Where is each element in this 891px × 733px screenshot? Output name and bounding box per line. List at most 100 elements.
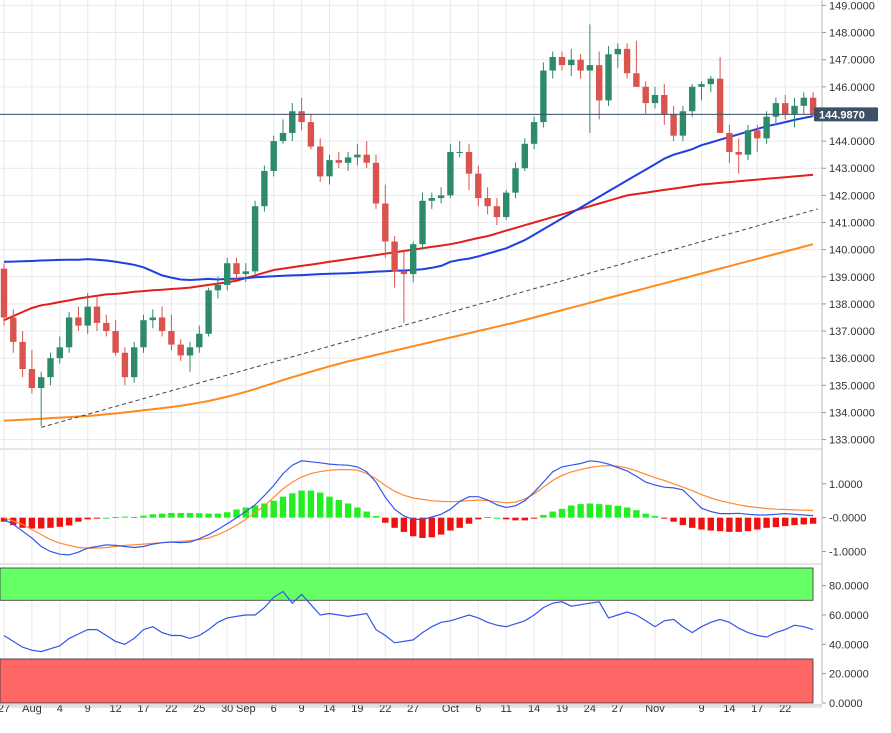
candle-down	[298, 111, 305, 123]
price-tick-label: 147.0000	[829, 55, 875, 67]
price-tick-label: 143.0000	[829, 163, 875, 175]
candle-up	[205, 290, 212, 334]
candle-up	[289, 111, 296, 133]
candle-up	[763, 116, 770, 139]
candle-down	[93, 306, 101, 323]
candle-up	[447, 151, 454, 196]
time-tick-label: 12	[109, 703, 121, 715]
rsi-tick-label: 40.0000	[829, 639, 869, 651]
candle-down	[642, 86, 649, 104]
macd-histogram-bar	[809, 517, 817, 524]
macd-histogram-bar	[140, 515, 147, 518]
macd-histogram-bar	[205, 513, 212, 518]
candle-down	[670, 113, 677, 136]
macd-tick-label: -1.0000	[829, 547, 866, 559]
time-tick-label: 14	[723, 703, 735, 715]
candle-down	[493, 206, 501, 218]
macd-panel	[0, 460, 817, 556]
candle-down	[484, 198, 491, 207]
candle-up	[549, 56, 556, 71]
candle-up	[419, 200, 426, 245]
candle-up	[772, 103, 780, 117]
macd-histogram-bar	[763, 517, 770, 528]
macd-tick-label: -0.0000	[829, 513, 866, 525]
macd-histogram-bar	[400, 517, 408, 532]
macd-histogram-bar	[56, 517, 63, 527]
candle-up	[540, 70, 547, 123]
candle-up	[140, 320, 147, 348]
macd-line	[3, 460, 814, 556]
macd-histogram-bar	[456, 517, 463, 528]
candle-down	[0, 268, 8, 318]
candle-up	[707, 78, 714, 85]
price-tick-label: 142.0000	[829, 190, 875, 202]
candle-down	[168, 331, 175, 345]
macd-histogram-bar	[623, 507, 631, 518]
candle-down	[158, 317, 166, 332]
moving-average-200-line	[3, 243, 814, 422]
price-tick-label: 136.0000	[829, 353, 875, 365]
candle-down	[382, 203, 389, 242]
time-tick-label: Aug	[22, 703, 42, 715]
time-tick-label: 9	[85, 703, 91, 715]
candle-down	[112, 331, 119, 353]
candle-up	[679, 111, 687, 136]
macd-histogram-bar	[19, 517, 26, 528]
macd-histogram-bar	[28, 517, 36, 529]
macd-histogram-bar	[716, 517, 724, 532]
macd-histogram-bar	[475, 517, 482, 520]
macd-histogram-bar	[549, 511, 556, 518]
macd-histogram-bar	[772, 517, 780, 528]
macd-histogram-bar	[558, 508, 566, 518]
candle-up	[261, 170, 268, 207]
candle-down	[103, 322, 110, 332]
macd-tick-label: 1.0000	[829, 479, 863, 491]
candle-down	[307, 122, 315, 147]
time-tick-label: 27	[407, 703, 419, 715]
price-panel	[0, 24, 822, 428]
macd-histogram-bar	[614, 505, 621, 518]
candle-up	[38, 377, 45, 389]
macd-histogram-bar	[428, 517, 435, 538]
candle-up	[149, 317, 156, 321]
macd-histogram-bar	[335, 500, 342, 518]
time-tick-label: 9	[299, 703, 305, 715]
time-tick-label: Nov	[645, 703, 665, 715]
candle-up	[428, 198, 435, 201]
rsi-oversold-zone	[0, 658, 814, 704]
candle-down	[75, 317, 82, 326]
candle-up	[456, 151, 463, 153]
time-tick-label: 22	[379, 703, 391, 715]
price-tick-label: 135.0000	[829, 380, 875, 392]
time-tick-label: 14	[528, 703, 540, 715]
candle-up	[344, 157, 352, 163]
macd-histogram-bar	[65, 517, 73, 526]
macd-histogram-bar	[186, 512, 194, 518]
candle-up	[196, 333, 203, 348]
candle-down	[465, 151, 473, 174]
price-tick-label: 137.0000	[829, 326, 875, 338]
candle-down	[596, 65, 603, 101]
candle-down	[233, 263, 240, 275]
macd-histogram-bar	[493, 517, 501, 519]
candle-down	[400, 271, 408, 275]
time-tick-label: 24	[584, 703, 596, 715]
candle-up	[84, 306, 91, 326]
candle-down	[121, 352, 129, 378]
macd-histogram-bar	[93, 517, 101, 519]
last-price-label: 144.9870	[819, 109, 865, 121]
candle-up	[251, 206, 259, 272]
macd-histogram-bar	[577, 504, 584, 518]
price-tick-label: 149.0000	[829, 0, 875, 12]
macd-histogram-bar	[363, 511, 370, 518]
macd-histogram-bar	[233, 509, 240, 518]
candle-down	[735, 151, 742, 155]
price-tick-label: 134.0000	[829, 407, 875, 419]
macd-histogram-bar	[679, 517, 687, 526]
candle-down	[10, 317, 17, 342]
macd-histogram-bar	[689, 517, 696, 528]
candle-down	[335, 160, 342, 163]
macd-histogram-bar	[317, 492, 324, 518]
macd-histogram-bar	[661, 517, 668, 519]
macd-histogram-bar	[47, 517, 54, 528]
